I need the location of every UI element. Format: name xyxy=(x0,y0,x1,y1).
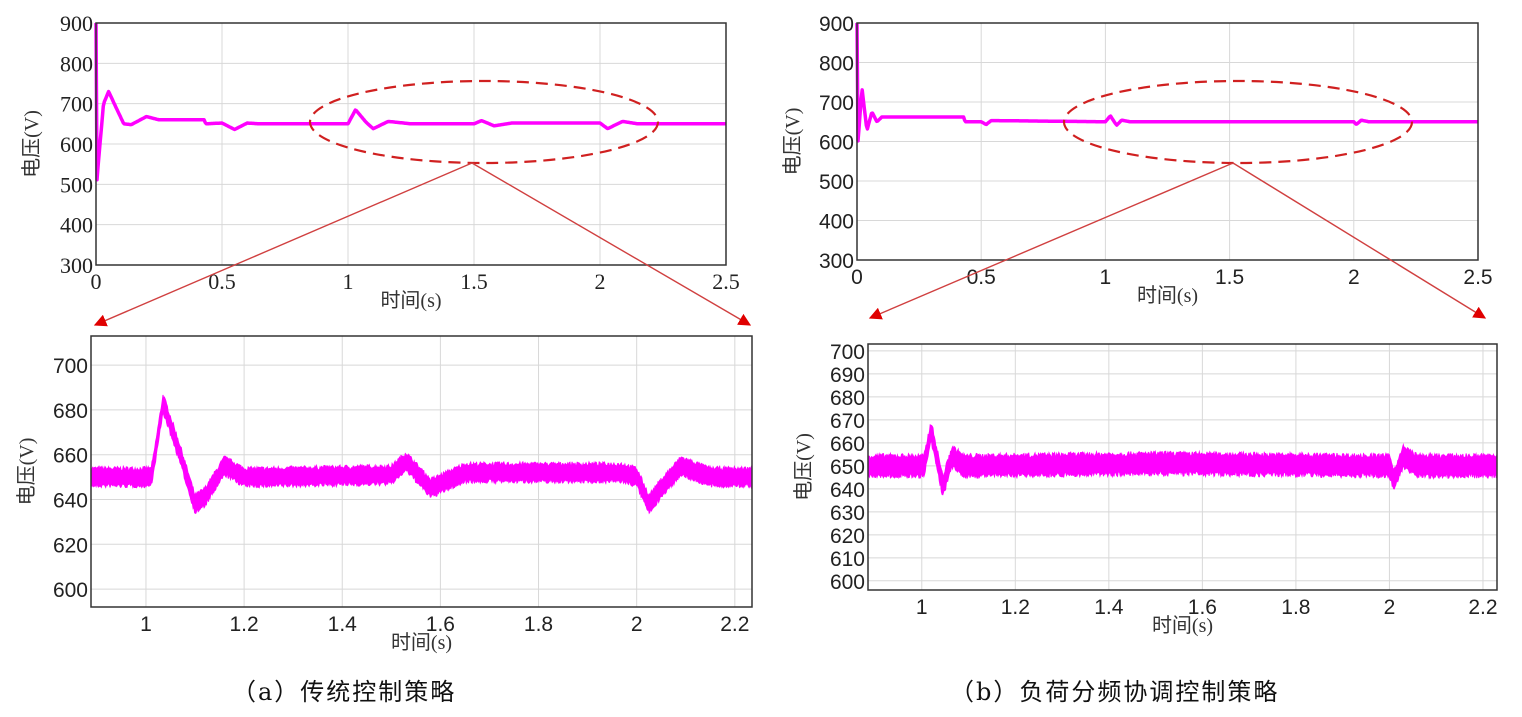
caption-a: （a）传统控制策略 xyxy=(232,678,457,706)
x-axis-label: 时间(s) xyxy=(380,289,441,312)
chart-b-full: 0 0.5 1 1.5 2 2.5 300 400 500 600 700 800 900 时间(s) 电压… xyxy=(781,13,1493,307)
y-tick-label: 900 xyxy=(60,11,93,36)
y-tick-label: 640 xyxy=(830,479,865,502)
zoom-arrow-right-b xyxy=(1232,162,1487,319)
x-tick-label: 0 xyxy=(851,266,863,289)
y-axis-label: 电压(V) xyxy=(20,110,43,178)
x-tick-label: 1 xyxy=(916,596,928,619)
plot-frame xyxy=(867,343,1498,591)
x-tick-label: 2.5 xyxy=(1463,266,1492,289)
x-tick-label: 1.6 xyxy=(426,613,455,636)
x-tick-label: 1.5 xyxy=(460,269,488,294)
x-tick-label: 2 xyxy=(595,269,606,294)
x-tick-label: 1 xyxy=(343,269,354,294)
x-tick-label: 2 xyxy=(1384,596,1396,619)
x-tick-label: 0.5 xyxy=(967,266,996,289)
x-tick-label: 0.5 xyxy=(208,269,236,294)
y-tick-label: 600 xyxy=(53,579,88,602)
plot-frame xyxy=(90,335,753,608)
x-tick-label: 1.8 xyxy=(524,613,553,636)
chart-b-zoom: 1 1.2 1.4 1.6 1.8 2 2.2 60061062063064065066067… xyxy=(792,341,1498,637)
y-tick-label: 300 xyxy=(60,253,93,278)
y-tick-label: 620 xyxy=(830,525,865,548)
y-tick-label: 800 xyxy=(819,53,854,76)
y-tick-label: 650 xyxy=(830,456,865,479)
y-tick-label: 700 xyxy=(60,92,93,117)
y-tick-label: 600 xyxy=(819,132,854,155)
y-tick-label: 600 xyxy=(830,571,865,594)
y-tick-label: 620 xyxy=(53,534,88,557)
y-tick-label: 300 xyxy=(819,250,854,273)
y-tick-label: 400 xyxy=(819,211,854,234)
zoom-region-ellipse-a xyxy=(308,79,660,165)
x-tick-label: 0 xyxy=(91,269,102,294)
y-axis-label: 电压(V) xyxy=(15,438,38,506)
y-tick-label: 700 xyxy=(819,92,854,115)
chart-a-full: 0 0.5 1 1.5 2 2.5 300 400 500 600 700 800 900 时间(s) 电压… xyxy=(20,11,740,312)
y-tick-label: 680 xyxy=(53,400,88,423)
x-tick-label: 1.2 xyxy=(1001,596,1030,619)
y-tick-label: 800 xyxy=(60,51,93,76)
y-tick-label: 700 xyxy=(830,341,865,364)
x-axis-label: 时间(s) xyxy=(391,631,452,654)
x-axis-label: 时间(s) xyxy=(1137,284,1198,307)
x-tick-label: 2.2 xyxy=(1468,596,1497,619)
y-tick-label: 640 xyxy=(53,489,88,512)
x-axis-label: 时间(s) xyxy=(1152,614,1213,637)
x-tick-label: 1.6 xyxy=(1188,596,1217,619)
y-tick-label: 690 xyxy=(830,364,865,387)
x-tick-label: 1 xyxy=(140,613,152,636)
y-tick-label: 900 xyxy=(819,13,854,36)
x-tick-label: 1.4 xyxy=(328,613,358,636)
y-tick-label: 660 xyxy=(53,445,88,468)
zoom-arrow-left-b xyxy=(868,162,1234,320)
plot-frame xyxy=(95,22,727,266)
y-axis-label: 电压(V) xyxy=(792,433,815,501)
voltage-trace xyxy=(855,22,1479,143)
y-tick-label: 500 xyxy=(819,171,854,194)
x-tick-label: 1.2 xyxy=(230,613,259,636)
x-tick-label: 2 xyxy=(1348,266,1360,289)
y-tick-label: 630 xyxy=(830,502,865,525)
y-tick-label: 500 xyxy=(60,172,93,197)
zoom-region-ellipse-b xyxy=(1062,79,1414,165)
zoom-arrow-right-a xyxy=(471,162,752,326)
x-tick-label: 2 xyxy=(631,613,643,636)
zoom-arrow-left-a xyxy=(93,162,473,327)
x-tick-label: 2.5 xyxy=(712,269,740,294)
y-axis-label: 电压(V) xyxy=(781,108,804,176)
chart-a-zoom: 1 1.2 1.4 1.6 1.8 2 2.2 600 620 640 660 680 700 时间(s)… xyxy=(15,335,753,654)
y-tick-label: 600 xyxy=(60,132,93,157)
x-tick-label: 1.5 xyxy=(1215,266,1244,289)
voltage-trace xyxy=(94,22,727,182)
y-tick-label: 400 xyxy=(60,213,93,238)
x-tick-label: 1 xyxy=(1100,266,1112,289)
y-tick-label: 610 xyxy=(830,548,865,571)
y-tick-label: 700 xyxy=(53,355,88,378)
plot-frame xyxy=(856,22,1479,261)
caption-b: （b）负荷分频协调控制策略 xyxy=(950,678,1280,706)
x-tick-label: 2.2 xyxy=(720,613,749,636)
y-tick-label: 660 xyxy=(830,433,865,456)
x-tick-label: 1.4 xyxy=(1094,596,1124,619)
y-tick-label: 680 xyxy=(830,387,865,410)
x-tick-label: 1.8 xyxy=(1281,596,1310,619)
y-tick-label: 670 xyxy=(830,410,865,433)
